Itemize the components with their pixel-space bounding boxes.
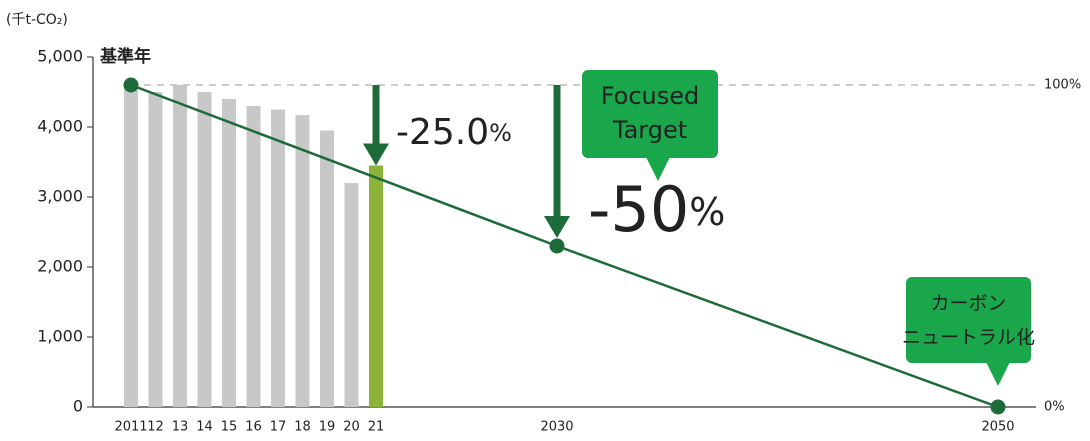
reduction-2021-value: -25.0: [396, 112, 489, 153]
bar: [222, 99, 236, 407]
y2-tick-label: 100%: [1044, 78, 1081, 93]
bar: [148, 92, 163, 407]
bar: [320, 130, 334, 407]
reduction-2030-value: -50: [588, 173, 689, 246]
y-tick-label: 4,000: [37, 117, 83, 136]
carbon-neutral-text: カーボン: [930, 293, 1006, 315]
y-tick-label: 5,000: [37, 47, 83, 66]
x-tick-label: 20: [343, 420, 360, 435]
reduction-2021-unit: %: [489, 119, 512, 147]
carbon-neutral-box: [906, 277, 1031, 363]
x-tick-label: 18: [294, 420, 311, 435]
target-point: [990, 399, 1006, 415]
reduction-2030: -50%: [588, 173, 725, 246]
base-year-label: 基準年: [99, 46, 151, 67]
x-tick-label: 2050: [981, 420, 1014, 435]
x-tick-label: 12: [147, 420, 164, 435]
bar: [246, 106, 261, 407]
y-axis-label: (千t-CO₂): [6, 12, 68, 28]
reduction-2021: -25.0%: [396, 112, 512, 153]
focused-target-text: Target: [612, 116, 687, 144]
bar: [173, 85, 187, 407]
carbon-neutral-pointer: [986, 362, 1010, 386]
reduction-2030-unit: %: [689, 190, 725, 234]
focused-target-box: [582, 70, 718, 158]
bar: [369, 165, 383, 407]
focused-target-pointer: [646, 157, 670, 181]
target-point: [123, 77, 139, 93]
x-tick-label: 21: [368, 420, 385, 435]
x-tick-label: 19: [319, 420, 336, 435]
x-tick-label: 13: [172, 420, 189, 435]
bar: [295, 115, 310, 407]
focused-target-text: Focused: [601, 82, 700, 110]
arrow-head: [363, 143, 389, 166]
carbon-neutral-text: ニュートラル化: [902, 327, 1035, 349]
x-tick-label: 2030: [540, 420, 573, 435]
bar: [344, 183, 359, 407]
bar: [124, 85, 138, 407]
bar: [271, 109, 285, 407]
x-tick-label: 14: [196, 420, 213, 435]
x-tick-label: 2011: [114, 420, 147, 435]
target-point: [549, 238, 565, 254]
y-tick-label: 0: [73, 397, 83, 416]
y-tick-label: 2,000: [37, 257, 83, 276]
y-tick-label: 3,000: [37, 187, 83, 206]
arrow-head: [544, 216, 570, 238]
x-tick-label: 15: [221, 420, 238, 435]
y2-tick-label: 0%: [1044, 400, 1065, 415]
x-tick-label: 16: [245, 420, 262, 435]
y-tick-label: 1,000: [37, 327, 83, 346]
x-tick-label: 17: [270, 420, 287, 435]
bar: [197, 92, 212, 407]
